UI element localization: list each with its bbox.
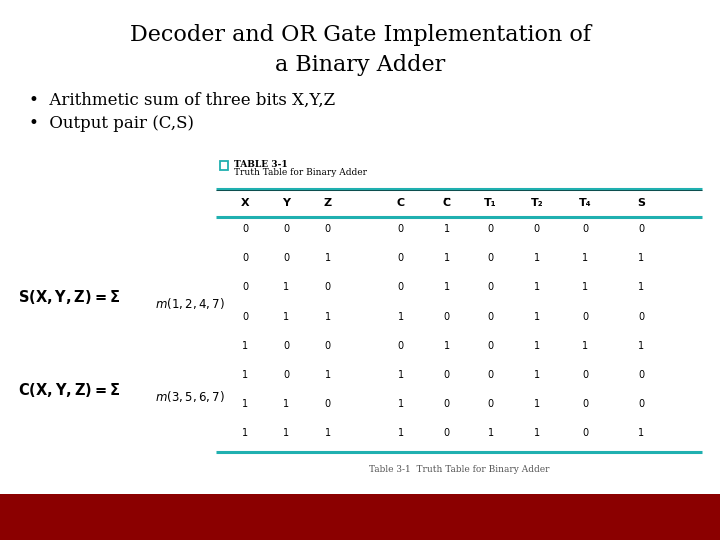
Text: $\mathbf{S(X,Y,Z) = \Sigma}$: $\mathbf{S(X,Y,Z) = \Sigma}$ xyxy=(18,288,120,306)
Text: 0: 0 xyxy=(325,282,331,293)
Text: $\mathit{m}(3,5,6,7)$: $\mathit{m}(3,5,6,7)$ xyxy=(155,389,225,404)
Text: 0: 0 xyxy=(284,253,289,264)
Text: 0: 0 xyxy=(325,341,331,351)
Text: 0: 0 xyxy=(325,224,331,234)
Text: 1: 1 xyxy=(397,370,404,380)
Text: 1: 1 xyxy=(284,312,289,322)
Text: S: S xyxy=(637,198,645,207)
Text: 0: 0 xyxy=(582,224,588,234)
Text: 1: 1 xyxy=(534,399,540,409)
Text: 1: 1 xyxy=(638,341,644,351)
Text: Decoder and OR Gate Implementation of: Decoder and OR Gate Implementation of xyxy=(130,24,590,46)
Text: Y: Y xyxy=(282,198,290,207)
Text: 1: 1 xyxy=(397,428,404,438)
Text: 0: 0 xyxy=(397,224,404,234)
Text: 0: 0 xyxy=(487,341,494,351)
Text: 0: 0 xyxy=(582,428,588,438)
Text: 0: 0 xyxy=(444,312,450,322)
Text: 1: 1 xyxy=(534,282,540,293)
Text: 0: 0 xyxy=(487,399,494,409)
Text: 1: 1 xyxy=(242,428,248,438)
Bar xyxy=(0,494,720,540)
Text: 1: 1 xyxy=(638,282,644,293)
Text: 0: 0 xyxy=(487,370,494,380)
Text: 0: 0 xyxy=(582,399,588,409)
Text: 1: 1 xyxy=(444,282,450,293)
Text: C: C xyxy=(397,198,405,207)
Text: 0: 0 xyxy=(487,224,494,234)
Text: T₄: T₄ xyxy=(579,198,592,207)
Text: 0: 0 xyxy=(487,282,494,293)
Text: $\mathit{m}(1,2,4,7)$: $\mathit{m}(1,2,4,7)$ xyxy=(155,296,225,311)
Text: 0: 0 xyxy=(638,399,644,409)
Text: 0: 0 xyxy=(534,224,540,234)
Text: 0: 0 xyxy=(242,312,248,322)
Text: 1: 1 xyxy=(325,370,331,380)
Text: 1: 1 xyxy=(638,428,644,438)
Text: •  Arithmetic sum of three bits X,Y,Z: • Arithmetic sum of three bits X,Y,Z xyxy=(29,92,335,109)
Text: Table 3-1  Truth Table for Binary Adder: Table 3-1 Truth Table for Binary Adder xyxy=(369,465,549,475)
Text: 1: 1 xyxy=(284,282,289,293)
Text: 1: 1 xyxy=(444,341,450,351)
Text: 0: 0 xyxy=(582,370,588,380)
Text: T₂: T₂ xyxy=(531,198,543,207)
Text: 0: 0 xyxy=(242,253,248,264)
Text: 0: 0 xyxy=(444,370,450,380)
Text: 1: 1 xyxy=(242,370,248,380)
Text: 1: 1 xyxy=(582,282,588,293)
Text: 1: 1 xyxy=(534,341,540,351)
Text: 0: 0 xyxy=(582,312,588,322)
Text: TABLE 3-1: TABLE 3-1 xyxy=(234,160,288,170)
Text: X: X xyxy=(241,198,249,207)
Text: 0: 0 xyxy=(638,370,644,380)
Text: 1: 1 xyxy=(325,312,331,322)
Text: 1: 1 xyxy=(444,224,450,234)
Text: 1: 1 xyxy=(534,253,540,264)
Text: 0: 0 xyxy=(444,399,450,409)
Text: Truth Table for Binary Adder: Truth Table for Binary Adder xyxy=(234,168,367,178)
Text: C̅: C̅ xyxy=(443,198,451,207)
Text: 1: 1 xyxy=(582,341,588,351)
Text: 1: 1 xyxy=(325,253,331,264)
Text: 0: 0 xyxy=(284,341,289,351)
Text: 1: 1 xyxy=(444,253,450,264)
Text: 1: 1 xyxy=(284,399,289,409)
Text: Z: Z xyxy=(324,198,332,207)
Text: 0: 0 xyxy=(242,224,248,234)
Text: 1: 1 xyxy=(397,399,404,409)
Text: 1: 1 xyxy=(242,399,248,409)
Text: 0: 0 xyxy=(325,399,331,409)
Text: 0: 0 xyxy=(638,312,644,322)
Text: 1: 1 xyxy=(638,253,644,264)
Text: 1: 1 xyxy=(534,428,540,438)
Text: 1: 1 xyxy=(534,312,540,322)
Text: 1: 1 xyxy=(487,428,494,438)
Text: 0: 0 xyxy=(284,370,289,380)
Text: 1: 1 xyxy=(325,428,331,438)
Text: T₁: T₁ xyxy=(485,198,497,207)
FancyBboxPatch shape xyxy=(220,161,228,170)
Text: 0: 0 xyxy=(487,253,494,264)
Text: 1: 1 xyxy=(534,370,540,380)
Text: 0: 0 xyxy=(487,312,494,322)
Text: 0: 0 xyxy=(242,282,248,293)
Text: 1: 1 xyxy=(284,428,289,438)
Text: a Binary Adder: a Binary Adder xyxy=(275,54,445,76)
Text: 1: 1 xyxy=(582,253,588,264)
Text: 0: 0 xyxy=(397,282,404,293)
Text: 0: 0 xyxy=(444,428,450,438)
Text: 0: 0 xyxy=(638,224,644,234)
Text: $\mathbf{C(X,Y,Z) =\Sigma}$: $\mathbf{C(X,Y,Z) =\Sigma}$ xyxy=(18,381,120,399)
Text: 0: 0 xyxy=(284,224,289,234)
Text: 0: 0 xyxy=(397,341,404,351)
Text: 0: 0 xyxy=(397,253,404,264)
Text: 1: 1 xyxy=(397,312,404,322)
Text: •  Output pair (C,S): • Output pair (C,S) xyxy=(29,115,194,132)
Text: 1: 1 xyxy=(242,341,248,351)
